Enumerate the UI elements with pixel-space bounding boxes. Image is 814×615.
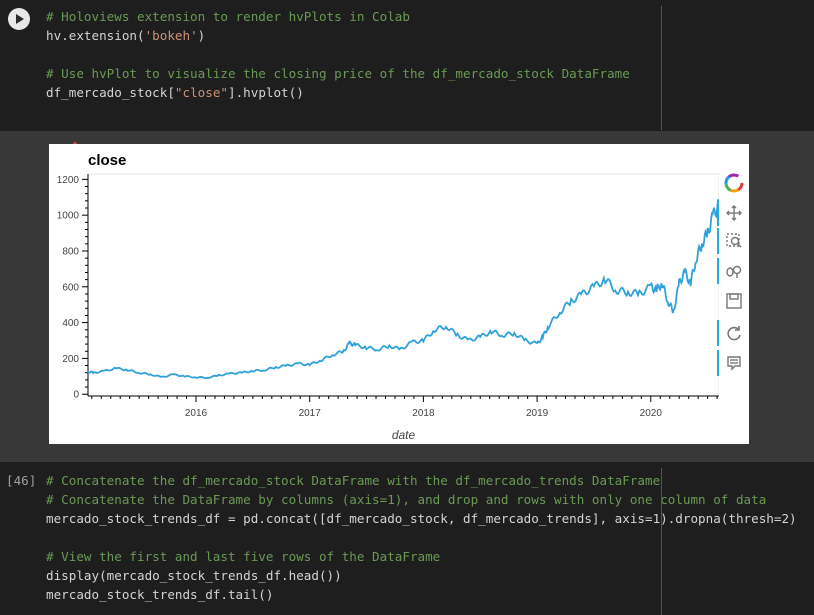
hvplot-figure[interactable]: close 0 200 400 600 800 1000 1200 2016 2017 2018 20…	[49, 144, 749, 444]
code-line[interactable]	[46, 45, 630, 64]
code-line[interactable]: # View the first and last five rows of t…	[46, 547, 797, 566]
x-tick-label: 2019	[526, 408, 549, 419]
code-cell-1[interactable]: # Holoviews extension to render hvPlots …	[0, 0, 814, 131]
code-comment: # Holoviews extension to render hvPlots …	[46, 9, 410, 24]
code-line[interactable]: # Holoviews extension to render hvPlots …	[46, 7, 630, 26]
play-icon	[16, 14, 24, 24]
code-line[interactable]: mercado_stock_trends_df.tail()	[46, 585, 797, 604]
active-tool-indicator	[717, 258, 719, 284]
line-length-ruler	[661, 6, 662, 130]
run-cell-button[interactable]	[8, 8, 30, 30]
code-text: ].hvplot()	[227, 85, 304, 100]
series-line-0	[87, 199, 720, 380]
y-tick-label: 600	[62, 282, 79, 293]
code-string: 'bokeh'	[144, 28, 198, 43]
code-text: mercado_stock_trends_df.tail()	[46, 587, 274, 602]
code-comment: # View the first and last five rows of t…	[46, 549, 441, 564]
hover-icon[interactable]	[717, 350, 749, 376]
code-text: hv.extension(	[46, 28, 145, 43]
code-text: )	[197, 28, 206, 43]
code-comment: # Concatenate the df_mercado_stock DataF…	[46, 473, 661, 488]
chart-title: close	[88, 152, 126, 169]
active-tool-indicator	[717, 228, 719, 254]
code-line[interactable]	[46, 528, 797, 547]
output-icon: ✦	[72, 138, 78, 149]
y-tick-label: 1200	[57, 175, 80, 186]
code-text: mercado_stock_trends_df = pd.concat([df_…	[46, 511, 797, 526]
reset-icon[interactable]	[717, 320, 749, 346]
active-tool-indicator	[717, 350, 719, 376]
code-line[interactable]: df_mercado_stock["close"].hvplot()	[46, 83, 630, 102]
code-cell-2[interactable]: [46] # Concatenate the df_mercado_stock …	[0, 462, 814, 615]
y-tick-label: 800	[62, 246, 79, 257]
active-tool-indicator	[717, 320, 719, 346]
x-tick-label: 2016	[185, 408, 208, 419]
code-text: display(mercado_stock_trends_df.head())	[46, 568, 342, 583]
pan-icon[interactable]	[717, 200, 749, 226]
code-line[interactable]: hv.extension('bokeh')	[46, 26, 630, 45]
code-line[interactable]: mercado_stock_trends_df = pd.concat([df_…	[46, 509, 797, 528]
code-comment: # Concatenate the DataFrame by columns (…	[46, 492, 767, 507]
code-line[interactable]: display(mercado_stock_trends_df.head())	[46, 566, 797, 585]
x-tick-label: 2020	[640, 408, 663, 419]
line-chart[interactable]: close 0 200 400 600 800 1000 1200 2016 2017 2018 20…	[49, 144, 720, 444]
code-line[interactable]: # Use hvPlot to visualize the closing pr…	[46, 64, 630, 83]
x-tick-label: 2018	[412, 408, 435, 419]
box-zoom-icon[interactable]	[717, 228, 749, 254]
bokeh-logo-icon[interactable]	[719, 170, 749, 196]
y-tick-label: 400	[62, 318, 79, 329]
code-line[interactable]: # Concatenate the DataFrame by columns (…	[46, 490, 797, 509]
code-comment: # Use hvPlot to visualize the closing pr…	[46, 66, 630, 81]
code-text: df_mercado_stock[	[46, 85, 175, 100]
line-length-ruler	[661, 468, 662, 615]
y-tick-label: 0	[73, 390, 79, 401]
y-tick-label: 1000	[57, 211, 80, 222]
code-string: "close"	[174, 85, 228, 100]
active-tool-indicator	[717, 200, 719, 226]
cell-1-source[interactable]: # Holoviews extension to render hvPlots …	[46, 7, 630, 102]
wheel-zoom-icon[interactable]	[717, 258, 749, 284]
execution-count: [46]	[6, 473, 37, 488]
y-tick-label: 200	[62, 354, 79, 365]
x-tick-label: 2017	[299, 408, 322, 419]
save-icon[interactable]	[719, 288, 749, 314]
cell-2-source[interactable]: # Concatenate the df_mercado_stock DataF…	[46, 471, 797, 604]
x-axis-label: date	[392, 428, 416, 442]
code-line[interactable]: # Concatenate the df_mercado_stock DataF…	[46, 471, 797, 490]
